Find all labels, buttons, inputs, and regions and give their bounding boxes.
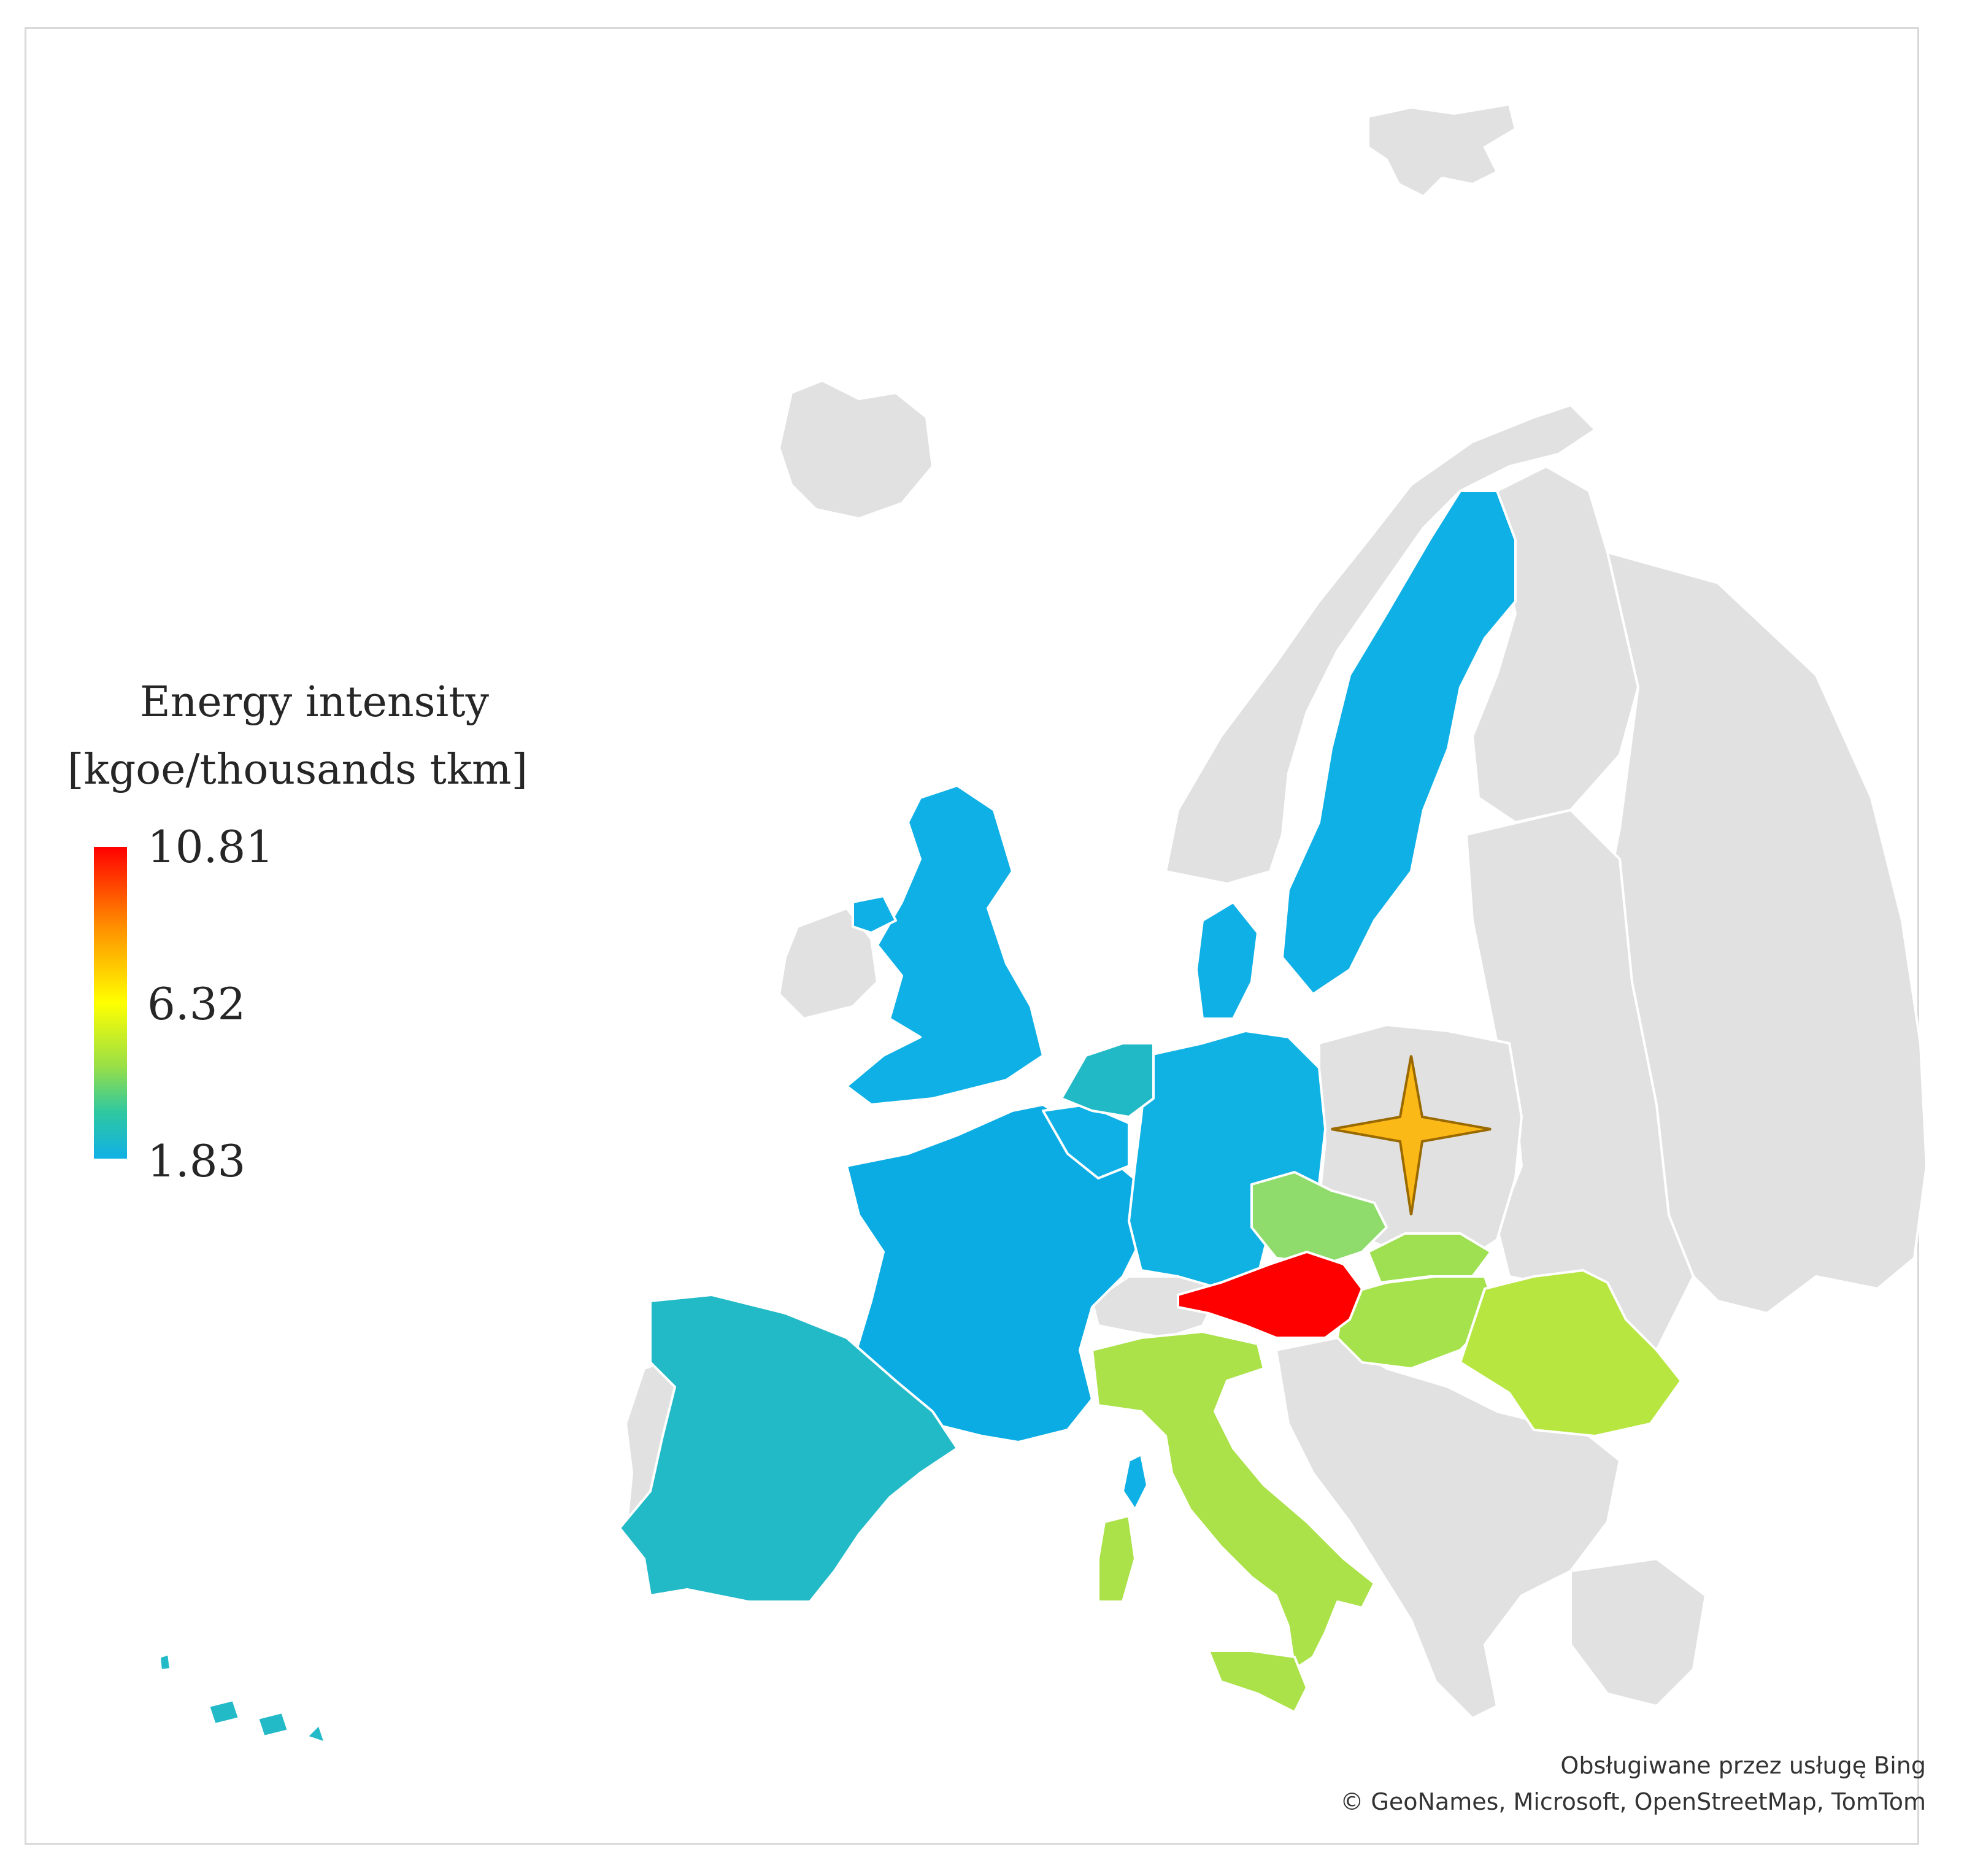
region-corsica [1122,1453,1149,1511]
legend-title-line1: Energy intensity [140,678,490,727]
no-data-land [625,103,1928,1720]
attribution-bing: Obsługiwane przez usługę Bing [1560,1752,1926,1779]
legend-title-line2: [kgoe/thousands tkm] [67,746,528,794]
region-canaries [158,1653,326,1744]
svalbard [1367,103,1517,198]
region-romania [1459,1269,1682,1437]
region-czechia [1250,1171,1388,1265]
region-germany [1128,1030,1326,1290]
legend-color-scale [94,847,127,1159]
legend-max-label: 10.81 [147,821,274,873]
region-sicily [1207,1650,1308,1713]
region-ireland-north [852,895,897,934]
region-uk [845,784,1044,1106]
region-netherlands [1060,1042,1155,1118]
star-marker-icon [1331,1055,1492,1216]
region-france [845,1103,1149,1443]
iceland [778,379,934,520]
region-italy [1091,1330,1376,1670]
legend-mid-label: 6.32 [147,978,246,1030]
turkey-west [1569,1558,1707,1707]
norway [1165,404,1596,885]
data-regions [158,490,1682,1744]
legend-min-label: 1.83 [147,1135,246,1187]
region-sweden [1281,490,1517,995]
region-sardinia [1097,1515,1136,1603]
attribution-sources: © GeoNames, Microsoft, OpenStreetMap, To… [1340,1788,1926,1815]
legend-title: Energy intensity [kgoe/thousands tkm] [67,669,558,804]
region-austria [1177,1251,1363,1339]
region-denmark [1195,901,1259,1020]
balkans [1275,1337,1621,1720]
region-spain [618,1294,958,1603]
